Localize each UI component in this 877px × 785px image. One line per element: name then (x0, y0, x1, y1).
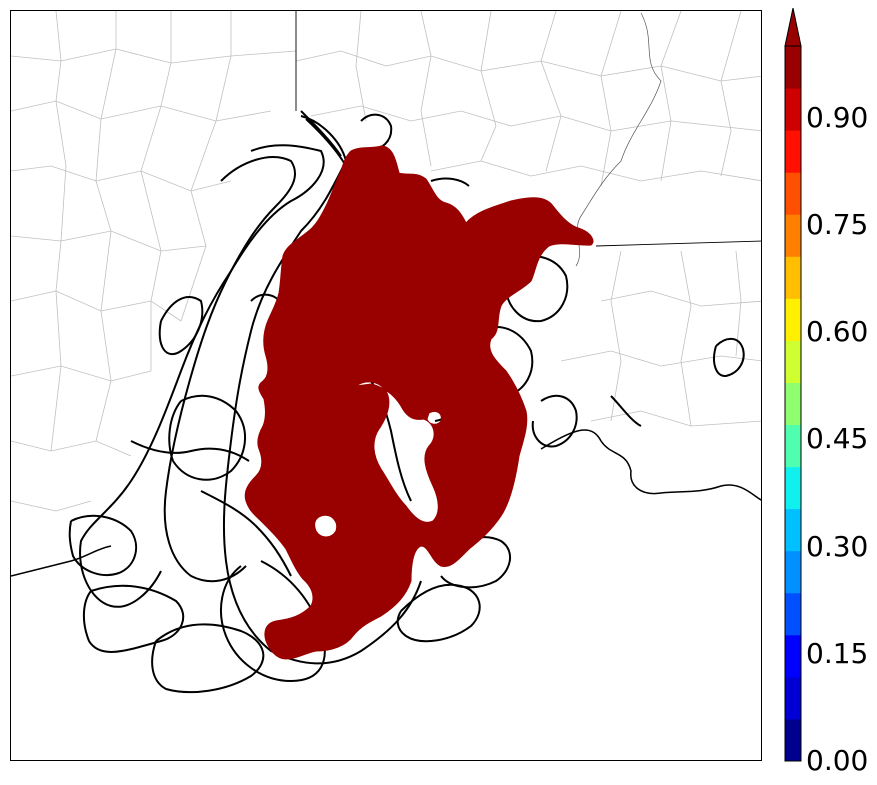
colorbar-segment (785, 256, 801, 299)
coastline (540, 429, 761, 501)
state-lines (295, 11, 761, 247)
colorbar-segment (785, 46, 801, 89)
colorbar-extend-arrow (784, 8, 802, 47)
colorbar-frame (784, 45, 802, 762)
colorbar-tick-label: 0.15 (806, 636, 869, 670)
colorbar-segment (785, 214, 801, 257)
probability-plume (244, 145, 594, 660)
colorbar-segment (785, 382, 801, 426)
colorbar-tick-label: 0.60 (806, 315, 869, 348)
county-boundaries (11, 11, 761, 512)
colorbar-segment (785, 634, 801, 678)
map-canvas (11, 11, 761, 694)
colorbar-tick-label: 0.90 (806, 100, 869, 134)
coastline-west (11, 545, 112, 577)
map-panel (10, 10, 762, 761)
colorbar-segment (785, 130, 801, 173)
colorbar-segment (785, 424, 801, 468)
colorbar-segment (785, 172, 801, 215)
colorbar-segment (785, 550, 801, 594)
colorbar-segment (785, 508, 801, 552)
colorbar-tick-label: 0.75 (806, 207, 869, 241)
colorbar (784, 8, 802, 762)
colorbar-tick-label: 0.00 (806, 744, 869, 777)
colorbar-segment (785, 466, 801, 510)
colorbar-segment (785, 718, 801, 762)
colorbar-segment (785, 676, 801, 720)
colorbar-segments (785, 46, 801, 762)
colorbar-tick-label: 0.45 (806, 422, 869, 456)
colorbar-segment (785, 592, 801, 636)
colorbar-segment (785, 340, 801, 383)
river-line (575, 12, 662, 267)
colorbar-segment (785, 88, 801, 131)
colorbar-segment (785, 298, 801, 341)
colorbar-tick-label: 0.30 (806, 529, 869, 563)
